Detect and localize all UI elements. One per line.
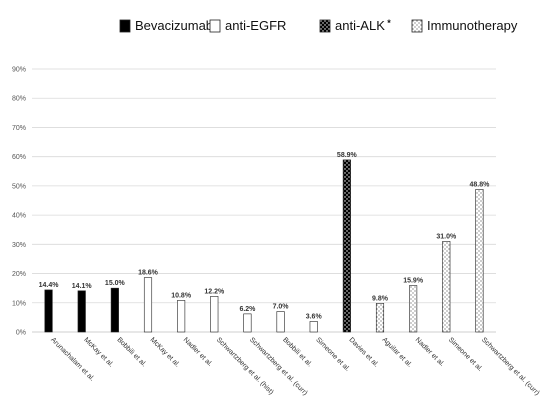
category-label: McKay et al. (82, 336, 114, 368)
data-label: 15.9% (403, 278, 424, 285)
legend-swatch (319, 19, 331, 33)
bar (143, 277, 153, 333)
legend-marker: * (387, 18, 391, 28)
y-tick-label: 90% (12, 67, 26, 74)
category-label: Simeone et al. (314, 336, 351, 373)
y-tick-label: 10% (12, 300, 26, 307)
legend-swatch (411, 19, 423, 33)
data-label: 14.4% (39, 282, 60, 289)
legend-label: Immunotherapy (427, 18, 518, 33)
data-label: 10.8% (171, 292, 192, 299)
data-label: 48.8% (469, 181, 490, 188)
data-labels: 14.4% 14.1% 15.0% 18.6% 10.8% 12.2% 6.2% 7.0% 3.… (39, 152, 490, 321)
data-label: 9.8% (372, 295, 389, 302)
data-label: 12.2% (204, 288, 225, 295)
bar (442, 241, 451, 333)
legend-item: Immunotherapy (411, 18, 518, 33)
bar (409, 285, 418, 333)
bar (309, 321, 318, 333)
data-label: 31.0% (436, 233, 457, 240)
bar (276, 311, 285, 333)
category-label: Bobbili et al. (281, 336, 313, 368)
y-tick-label: 20% (12, 271, 26, 278)
legend-swatch (119, 19, 131, 33)
data-label: 15.0% (105, 280, 126, 287)
y-tick-label: 30% (12, 242, 26, 249)
legend-label: anti-EGFR (225, 18, 286, 33)
bar (77, 290, 86, 333)
bar (342, 159, 351, 333)
category-label: Schwartzberg et al. (curr) (248, 336, 309, 397)
data-label: 6.2% (239, 306, 256, 313)
data-label: 14.1% (72, 283, 93, 290)
category-label: Schwartzberg et al. (curr) (480, 336, 541, 397)
bar (243, 313, 252, 333)
legend-item: anti-EGFR (209, 18, 286, 33)
y-tick-label: 80% (12, 96, 26, 103)
data-label: 7.0% (273, 304, 290, 311)
bar (375, 303, 385, 333)
legend-swatch (209, 19, 221, 33)
category-label: Bobbili et al. (115, 336, 147, 368)
legend-label: anti-ALK (335, 18, 385, 33)
category-label: Schwartzberg et al. (hist) (215, 336, 275, 396)
data-label: 3.6% (306, 313, 323, 320)
bars (44, 159, 484, 333)
category-label: Nadler et al. (182, 336, 214, 368)
category-label: Aguilar et al. (381, 336, 414, 369)
data-label: 18.6% (138, 270, 159, 277)
bar (475, 189, 484, 333)
legend-label: Bevacizumab (135, 18, 213, 33)
data-label: 58.9% (337, 152, 358, 159)
legend-item: anti-ALK * (319, 18, 391, 33)
bar (210, 296, 219, 333)
bar (110, 287, 119, 333)
y-tick-label: 50% (12, 183, 26, 190)
y-tick-label: 70% (12, 125, 26, 132)
y-axis-tick-labels: 0% 10% 20% 30% 40% 50% 60% 70% 80% 90% (12, 67, 26, 337)
bar (177, 300, 186, 333)
y-tick-label: 40% (12, 213, 26, 220)
category-labels: Arunachalam et al.McKay et al. Bobbili et… (49, 336, 540, 397)
y-tick-label: 0% (16, 330, 26, 337)
y-tick-label: 60% (12, 154, 26, 161)
bar (44, 289, 53, 333)
gridlines (32, 68, 496, 333)
category-label: Nadler et al. (414, 336, 446, 368)
category-label: Simeone et al. (447, 336, 484, 373)
legend: Bevacizumab anti-EGFR anti-ALK * Immunothera… (119, 18, 518, 33)
category-label: Davies et al. (347, 336, 379, 368)
legend-item: Bevacizumab (119, 18, 213, 33)
category-label: McKay et al. (149, 336, 181, 368)
